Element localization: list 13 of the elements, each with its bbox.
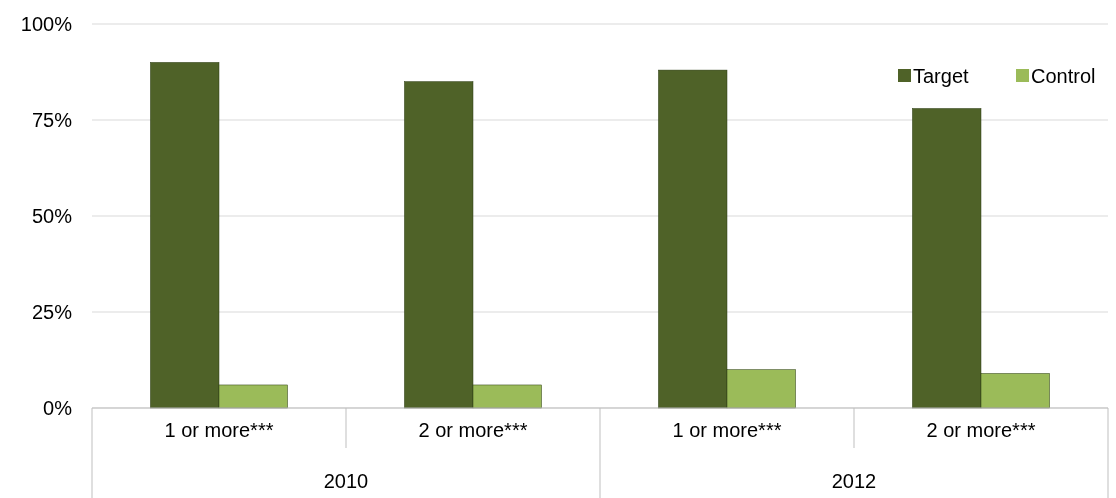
y-tick-label: 100% (20, 13, 73, 35)
text: 2010 (323, 470, 369, 492)
text: 2012 (831, 470, 877, 492)
y-tick-label: 0% (43, 397, 73, 419)
y-tick-label: 50% (31, 205, 73, 227)
legend-label: Target (913, 65, 970, 87)
x-tick-label: 1 or more*** (672, 419, 782, 441)
x-tick-label: 2 or more*** (926, 419, 1036, 441)
y-tick-label: 25% (31, 301, 73, 323)
x-tick-label: 2 or more*** (418, 419, 528, 441)
x-tick-label: 1 or more*** (164, 419, 274, 441)
y-tick-label: 75% (31, 109, 73, 131)
legend-label: Control (1031, 65, 1096, 87)
